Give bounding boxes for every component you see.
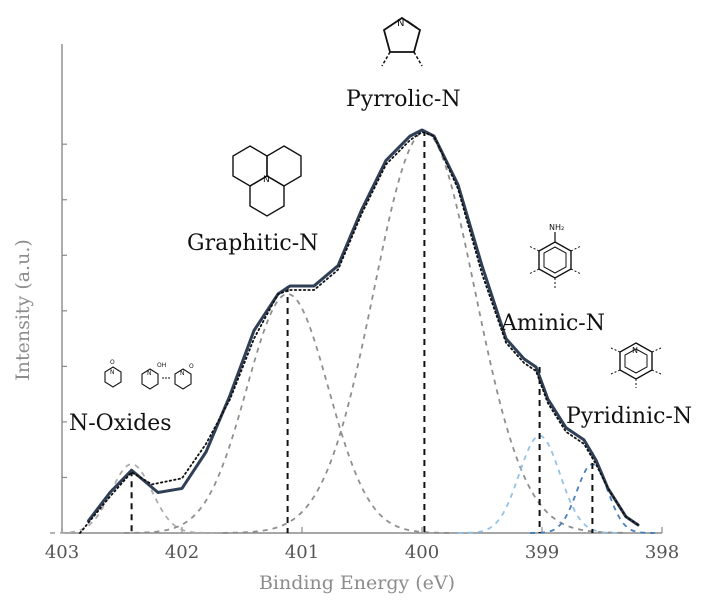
component-curve-aminic-n bbox=[457, 434, 622, 534]
pyridone-n-symbol: N bbox=[180, 370, 185, 377]
graphitic-n-symbol: N bbox=[263, 175, 270, 185]
hydroxypyridine-oh-symbol: OH bbox=[157, 362, 166, 369]
aminic-n-label: Aminic-N bbox=[500, 311, 605, 336]
x-tick-label: 402 bbox=[165, 542, 199, 563]
pyridone-o-symbol: O bbox=[189, 363, 194, 370]
pyrrolic-n-symbol: N bbox=[397, 18, 404, 29]
pyrroline-ring-icon: N bbox=[381, 16, 423, 67]
x-tick-label: 399 bbox=[525, 542, 559, 563]
pyridinic-n-label: Pyridinic-N bbox=[566, 404, 692, 429]
y-axis-label: Intensity (a.u.) bbox=[12, 239, 34, 381]
n-oxide-ring-icons: O N OH N O N bbox=[104, 359, 194, 390]
aniline-ring-icon: NH₂ bbox=[528, 223, 582, 288]
n-oxides-label: N-Oxides bbox=[69, 411, 172, 436]
component-curve-graphitic-n bbox=[124, 293, 451, 534]
envelope-curve bbox=[86, 128, 640, 527]
n-oxide-n-symbol: N bbox=[110, 369, 115, 376]
graphitic-fused-ring-icon: N bbox=[232, 145, 302, 217]
hydroxypyridine-n-symbol: N bbox=[147, 370, 152, 377]
x-tick-label: 398 bbox=[645, 542, 679, 563]
pyridinic-n-symbol: N bbox=[632, 346, 638, 355]
x-tick-label: 400 bbox=[405, 542, 439, 563]
x-tick-label: 403 bbox=[45, 542, 79, 563]
x-axis-label: Binding Energy (eV) bbox=[259, 572, 455, 594]
aminic-nh2-symbol: NH₂ bbox=[549, 223, 564, 232]
n-oxide-o-symbol: O bbox=[110, 359, 115, 366]
pyrrolic-n-label: Pyrrolic-N bbox=[346, 87, 461, 112]
x-tick-label: 401 bbox=[285, 542, 319, 563]
graphitic-n-label: Graphitic-N bbox=[187, 231, 318, 256]
raw-data-curve bbox=[79, 131, 639, 534]
pyridine-ring-icon: N bbox=[610, 342, 662, 388]
